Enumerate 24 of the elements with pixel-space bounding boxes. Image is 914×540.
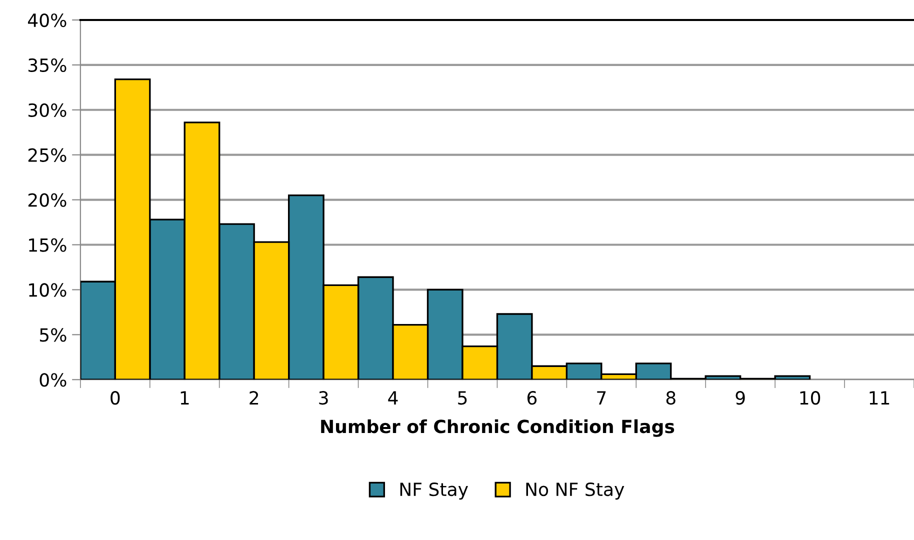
x-tick-label: 11 [870, 391, 890, 404]
x-tick-label: 2 [250, 391, 258, 404]
legend-label: No NF Stay [526, 482, 624, 500]
x-tick-label: 6 [527, 391, 537, 405]
y-tick-label: 5% [40, 328, 66, 342]
x-tick-label: 8 [666, 391, 676, 405]
y-tick-label: 10% [29, 283, 66, 297]
y-tick-label: 40% [28, 13, 66, 28]
x-tick-label: 0 [110, 391, 120, 405]
legend-label: NF Stay [400, 482, 468, 500]
x-tick-label: 7 [597, 391, 606, 404]
x-tick-label: 1 [180, 391, 189, 404]
y-tick-label: 0% [40, 373, 66, 387]
x-axis-title: Number of Chronic Condition Flags [321, 419, 674, 437]
y-tick-label: 25% [28, 148, 66, 162]
x-tick-label: 10 [800, 391, 820, 405]
y-tick-label: 20% [28, 193, 66, 207]
x-tick-label: 9 [736, 391, 745, 405]
y-tick-label: 15% [29, 238, 66, 252]
x-tick-label: 5 [458, 391, 467, 405]
y-tick-label: 35% [28, 58, 66, 72]
y-tick-label: 30% [28, 103, 66, 118]
x-tick-label: 3 [319, 391, 328, 405]
x-tick-label: 4 [388, 391, 398, 404]
